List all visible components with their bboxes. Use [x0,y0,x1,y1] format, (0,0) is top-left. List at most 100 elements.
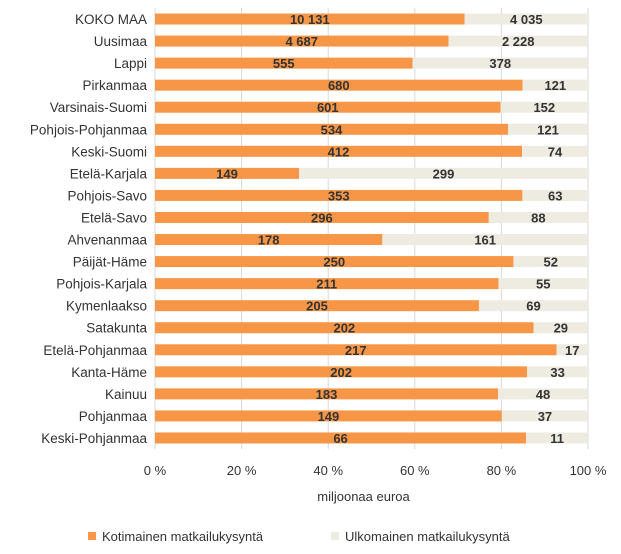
value-label-foreign: 152 [533,100,555,115]
value-label-domestic: 202 [330,365,352,380]
value-label-foreign: 17 [565,343,579,358]
value-label-domestic: 412 [328,144,350,159]
value-label-domestic: 217 [345,343,367,358]
bar-domestic [155,256,514,268]
bar-domestic [155,278,499,290]
category-label: KOKO MAA [75,12,147,27]
value-labels: 10 131 4 035 4 687 2 228 555 378 680 121 601 152 5… [216,12,579,446]
value-label-foreign: 74 [548,144,563,159]
bar-foreign [412,57,588,69]
bar-foreign [501,410,588,422]
bar-foreign [556,344,588,356]
value-label-foreign: 2 228 [502,34,535,49]
bar-domestic [155,35,449,47]
x-tick-label: 100 % [570,463,607,478]
category-label: Pohjois-Karjala [56,277,147,292]
value-label-domestic: 183 [316,387,338,402]
category-label: Kanta-Häme [71,365,147,380]
value-label-domestic: 4 687 [285,34,318,49]
bar-domestic [155,344,557,356]
category-label: Pohjanmaa [79,409,148,424]
bar-domestic [155,322,534,334]
value-label-domestic: 149 [216,166,238,181]
category-label: Etelä-Pohjanmaa [43,343,147,358]
category-label: Etelä-Karjala [70,166,148,181]
value-label-foreign: 378 [489,56,511,71]
bar-domestic [155,189,523,201]
category-label: Varsinais-Suomi [50,100,147,115]
value-label-domestic: 555 [273,56,295,71]
value-label-foreign: 161 [474,233,496,248]
value-label-domestic: 296 [311,210,333,225]
bar-foreign [508,123,588,135]
value-label-foreign: 29 [554,321,568,336]
legend-label-domestic: Kotimainen matkailukysyntä [102,529,264,544]
legend: Kotimainen matkailukysyntä Ulkomainen mat… [88,529,511,544]
value-label-domestic: 534 [321,122,343,137]
value-label-domestic: 178 [258,233,280,248]
bar-domestic [155,57,413,69]
category-label: Pohjois-Savo [67,188,147,203]
bar-foreign [498,278,588,290]
value-label-domestic: 66 [333,431,347,446]
value-label-foreign: 121 [537,122,559,137]
legend-swatch-foreign [331,532,339,540]
bar-foreign [522,145,588,157]
bar-domestic [155,13,465,25]
value-label-domestic: 205 [306,299,328,314]
bar-domestic [155,234,383,246]
bar-foreign [522,79,588,91]
bar-foreign [478,300,588,312]
bar-domestic [155,410,502,422]
category-label: Päijät-Häme [73,255,147,270]
category-label: Keski-Suomi [71,144,147,159]
x-tick-label: 0 % [144,463,167,478]
value-label-foreign: 55 [536,277,550,292]
value-label-domestic: 10 131 [290,12,330,27]
x-tick-label: 40 % [313,463,343,478]
value-label-domestic: 353 [328,188,350,203]
legend-swatch-domestic [88,532,96,540]
bar-marks [155,13,588,444]
x-tick-label: 20 % [227,463,257,478]
x-tick-label: 60 % [400,463,430,478]
bar-domestic [155,300,479,312]
bar-domestic [155,145,523,157]
bar-foreign [382,234,588,246]
bar-foreign [464,13,588,25]
value-label-foreign: 63 [548,188,562,203]
bar-domestic [155,432,527,444]
category-label: Pirkanmaa [82,78,147,93]
value-label-foreign: 121 [544,78,566,93]
category-label: Uusimaa [94,34,148,49]
bar-domestic [155,388,499,400]
category-label: Pohjois-Pohjanmaa [30,122,148,137]
bar-domestic [155,366,528,378]
bar-domestic [155,123,509,135]
value-label-foreign: 48 [536,387,550,402]
category-label: Kymenlaakso [66,299,147,314]
value-label-domestic: 601 [317,100,339,115]
value-label-foreign: 69 [526,299,540,314]
value-label-foreign: 37 [538,409,552,424]
value-label-domestic: 202 [333,321,355,336]
category-label: Kainuu [105,387,147,402]
value-label-foreign: 4 035 [510,12,543,27]
bar-domestic [155,167,300,179]
value-label-domestic: 680 [328,78,350,93]
bar-foreign [448,35,588,47]
x-axis-title: miljoonaa euroa [317,489,410,504]
category-labels: KOKO MAA Uusimaa Lappi Pirkanmaa Varsinais-S… [30,12,148,446]
value-label-domestic: 211 [316,277,337,292]
bar-foreign [299,167,588,179]
value-label-foreign: 11 [550,431,564,446]
bar-foreign [488,211,588,223]
bar-foreign [498,388,588,400]
bar-foreign [527,366,588,378]
category-label: Keski-Pohjanmaa [41,431,147,446]
bar-foreign [526,432,588,444]
value-label-foreign: 33 [550,365,564,380]
legend-label-foreign: Ulkomainen matkailukysyntä [345,529,511,544]
bar-foreign [500,101,588,113]
